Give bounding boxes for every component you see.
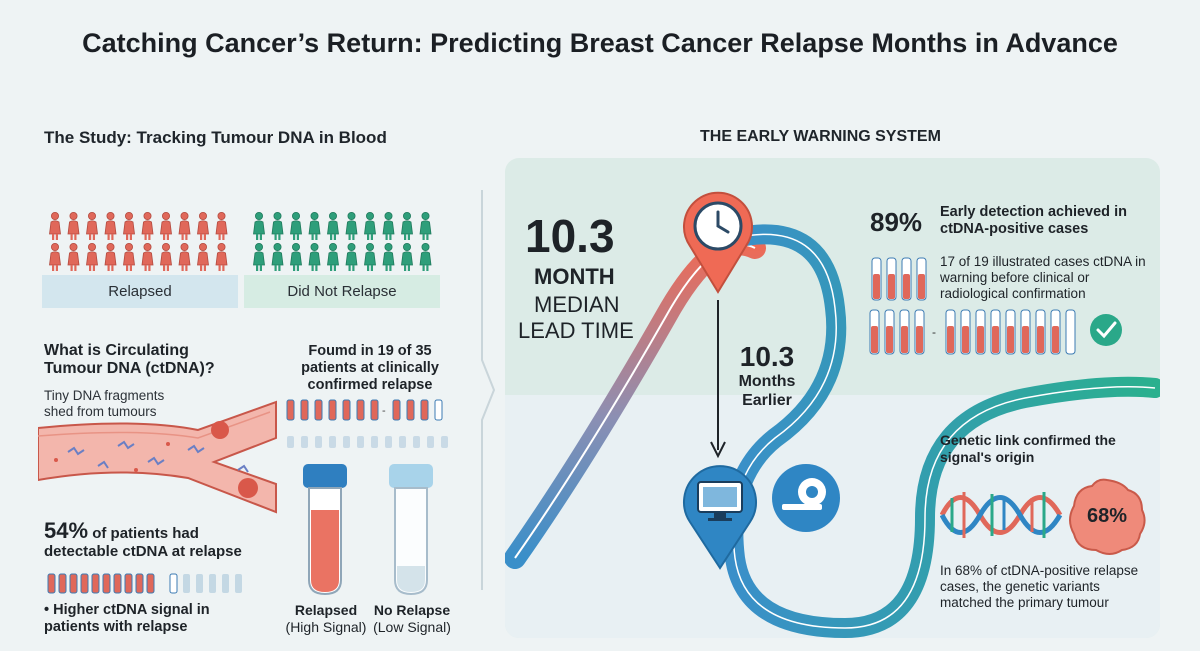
not-relapsed-label: Did Not Relapse bbox=[244, 275, 440, 308]
relapsed-patients-icon bbox=[49, 212, 228, 272]
no-relapse-blood-tube-icon bbox=[389, 464, 433, 596]
ctdna-heading: What is Circulating Tumour DNA (ctDNA)? bbox=[44, 342, 215, 377]
pct-89-text: Early detection achieved in ctDNA-positi… bbox=[940, 204, 1127, 237]
tubes-grid-19-of-35: - bbox=[286, 399, 448, 448]
arrow-earlier: Earlier bbox=[742, 392, 792, 409]
warning-heading: THE EARLY WARNING SYSTEM bbox=[700, 128, 941, 145]
not-relapsed-patients-icon bbox=[253, 212, 432, 272]
page-title: Catching Cancer’s Return: Predicting Bre… bbox=[82, 28, 1118, 58]
tubes-89-icon bbox=[871, 257, 927, 301]
median-label: MEDIAN bbox=[534, 292, 620, 317]
pct-89: 89% bbox=[870, 207, 923, 237]
svg-text:-: - bbox=[932, 325, 936, 339]
ctdna-caption: Tiny DNA fragments shed from tumours bbox=[44, 388, 165, 419]
tubes-row-54-icon bbox=[47, 573, 242, 594]
tubes-17-of-19-icon: - bbox=[869, 309, 1122, 355]
arrow-down-icon bbox=[710, 300, 726, 459]
month-label: MONTH bbox=[534, 264, 615, 289]
blood-vessel-illustration bbox=[38, 400, 277, 514]
stat-54: 54% of patients had detectable ctDNA at … bbox=[44, 520, 244, 561]
cases-17-of-19: 17 of 19 illustrated cases ctDNA in warn… bbox=[940, 254, 1146, 301]
relapsed-label: Relapsed bbox=[42, 275, 238, 308]
monitor-pin-icon bbox=[683, 465, 757, 570]
scanner-icon bbox=[772, 464, 840, 532]
study-heading: The Study: Tracking Tumour DNA in Blood bbox=[44, 128, 387, 147]
arrow-months: Months bbox=[738, 373, 796, 390]
tubes-row-54 bbox=[46, 572, 251, 596]
genetic-heading: Genetic link confirmed the signal's orig… bbox=[940, 432, 1116, 465]
arrow-label: 10.3 Months Earlier bbox=[722, 342, 812, 410]
relapsed-tube-caption: Relapsed (High Signal) bbox=[276, 602, 376, 636]
lead-time-label: LEAD TIME bbox=[518, 318, 634, 343]
genetic-text: In 68% of ctDNA-positive relapse cases, … bbox=[940, 563, 1139, 610]
svg-text:-: - bbox=[382, 405, 386, 417]
stat-54-percent: 54% bbox=[44, 518, 89, 543]
clock-pin-icon bbox=[683, 191, 753, 294]
section-divider bbox=[481, 190, 496, 590]
tumour-icon bbox=[1069, 478, 1146, 555]
relapsed-tube-label: Relapsed bbox=[294, 602, 358, 618]
arrow-number: 10.3 bbox=[739, 341, 795, 372]
relapsed-tube-sub: (High Signal) bbox=[285, 619, 367, 635]
stat-54-text: of patients had detectable ctDNA at rela… bbox=[44, 525, 242, 560]
pct-68: 68% bbox=[1086, 505, 1128, 527]
big-number: 10.3 bbox=[525, 210, 615, 262]
relapsed-blood-tube-icon bbox=[303, 464, 347, 596]
no-relapse-tube-sub: (Low Signal) bbox=[373, 619, 451, 635]
found-19-of-35: Foumd in 19 of 35 patients at clinically… bbox=[301, 343, 439, 393]
dna-helix-icon bbox=[940, 492, 1063, 538]
no-relapse-tube-label: No Relapse bbox=[373, 602, 451, 618]
bullet-higher-signal: • Higher ctDNA signal in patients with r… bbox=[44, 602, 210, 635]
no-relapse-tube-caption: No Relapse (Low Signal) bbox=[362, 602, 462, 636]
